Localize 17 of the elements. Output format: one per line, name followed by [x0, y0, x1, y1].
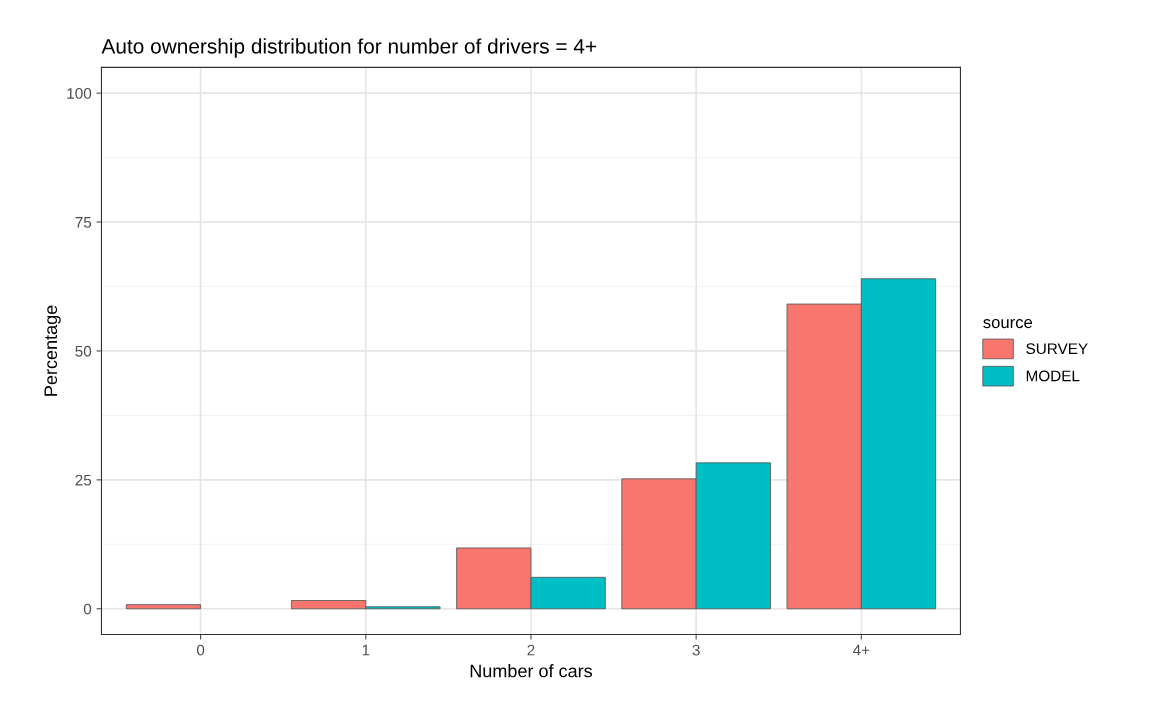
y-tick-label: 25: [75, 474, 92, 486]
legend-title: source: [983, 319, 1033, 329]
x-axis-title: Number of cars: [470, 664, 593, 678]
y-axis-title: Percentage: [44, 305, 61, 396]
bar: [125, 604, 201, 610]
legend-label: SURVEY: [1026, 343, 1088, 355]
chart-title: Auto ownership distribution for number of drivers = 4+: [101, 38, 597, 58]
x-tick-label: 4+: [852, 644, 870, 656]
y-tick-label: 50: [75, 345, 92, 357]
x-tick-label: 2: [527, 644, 535, 656]
x-tick-label: 1: [362, 644, 370, 656]
x-tick-label: 0: [196, 644, 205, 656]
y-tick-label: 0: [83, 603, 92, 615]
x-tick-label: 3: [692, 644, 700, 656]
legend-label: MODEL: [1026, 370, 1080, 382]
y-tick-label: 100: [67, 88, 92, 99]
y-tick-label: 75: [75, 217, 92, 228]
